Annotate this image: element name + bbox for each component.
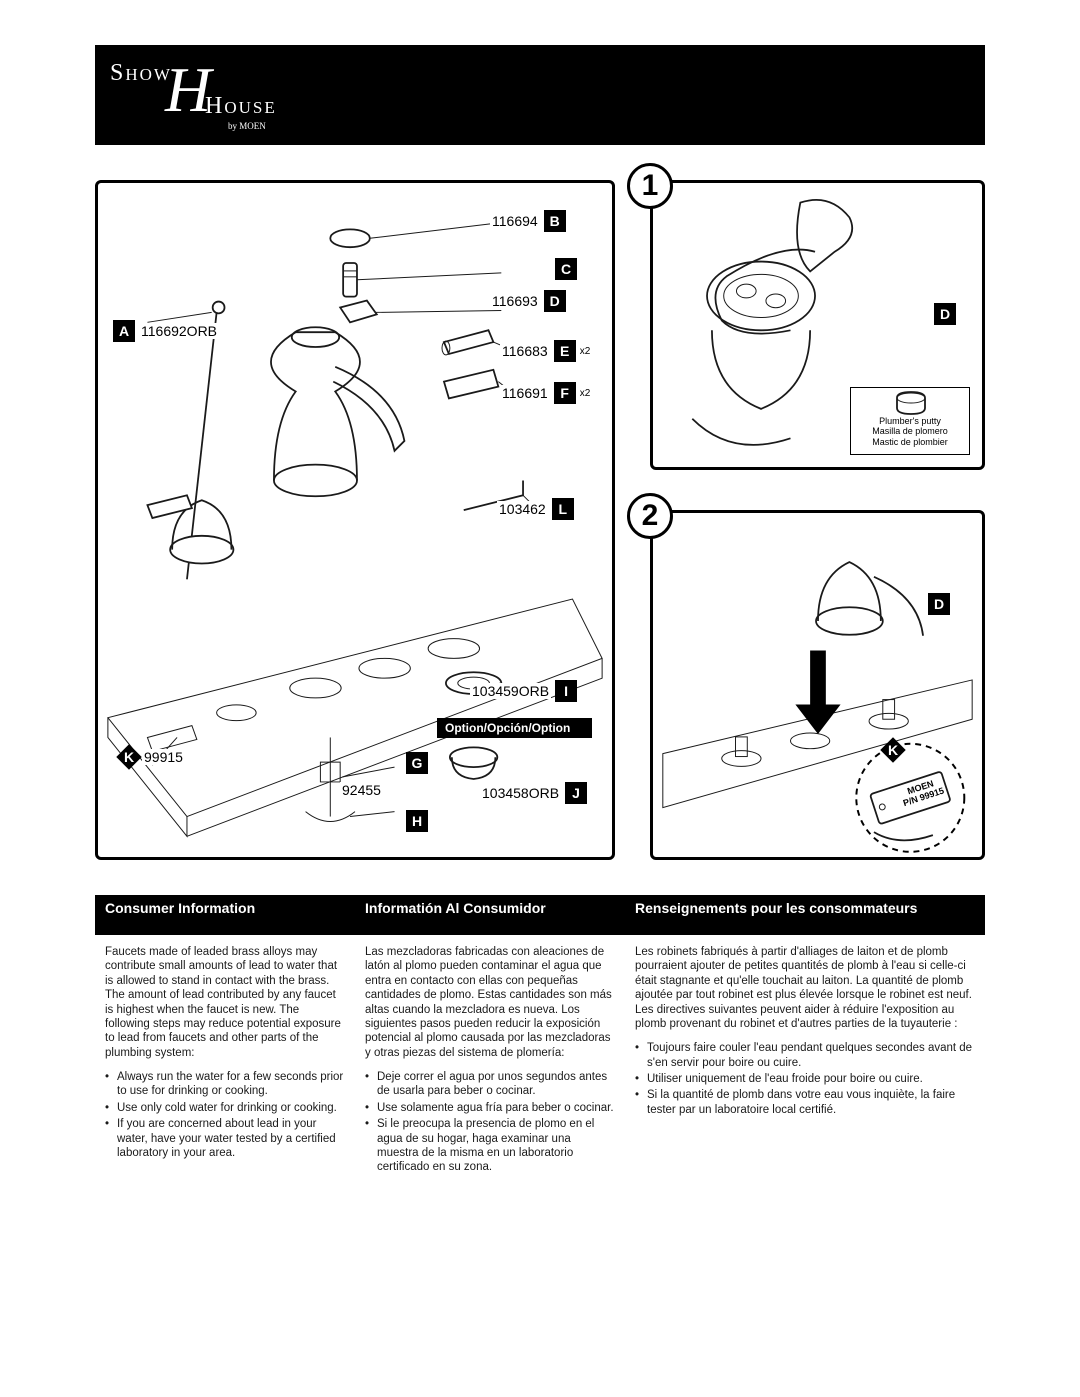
part-G-callout: G bbox=[406, 752, 428, 774]
step2-D-letter: D bbox=[928, 593, 950, 615]
part-A-number: 116692ORB bbox=[139, 323, 219, 339]
step-1-panel: D Plumber's putty Masilla de plomero Mas… bbox=[650, 180, 985, 470]
info-col-en: Faucets made of leaded brass alloys may … bbox=[95, 945, 355, 1177]
brand-header: Show H House by MOEN bbox=[95, 45, 985, 145]
part-92455-number: 92455 bbox=[340, 782, 383, 798]
info-en-b2: Use only cold water for drinking or cook… bbox=[105, 1101, 345, 1115]
part-L-letter: L bbox=[552, 498, 574, 520]
part-C-callout: C bbox=[555, 258, 577, 280]
part-E-letter: E bbox=[554, 340, 576, 362]
putty-es: Masilla de plomero bbox=[859, 426, 961, 437]
info-fr-b3: Si la quantité de plomb dans votre eau v… bbox=[635, 1088, 975, 1117]
consumer-info-header: Consumer Information Informatión Al Cons… bbox=[95, 895, 985, 935]
step2-K-callout: K bbox=[884, 741, 902, 759]
info-en-para: Faucets made of leaded brass alloys may … bbox=[105, 945, 345, 1060]
part-G-letter: G bbox=[406, 752, 428, 774]
putty-en: Plumber's putty bbox=[859, 416, 961, 427]
info-col-fr: Les robinets fabriqués à partir d'alliag… bbox=[625, 945, 985, 1177]
part-A-letter: A bbox=[113, 320, 135, 342]
info-es-b2: Use solamente agua fría para beber o coc… bbox=[365, 1101, 615, 1115]
step-2-badge: 2 bbox=[627, 493, 673, 539]
info-heading-en: Consumer Information bbox=[95, 895, 355, 935]
part-I-number: 103459ORB bbox=[470, 683, 551, 699]
part-H-callout: H bbox=[406, 810, 428, 832]
part-L-callout: 103462 L bbox=[497, 498, 574, 520]
part-F-qty: x2 bbox=[580, 388, 591, 399]
part-E-qty: x2 bbox=[580, 346, 591, 357]
info-en-b3: If you are concerned about lead in your … bbox=[105, 1117, 345, 1160]
info-heading-fr: Renseignements pour les consommateurs bbox=[625, 895, 985, 935]
part-B-number: 116694 bbox=[490, 213, 540, 229]
part-B-callout: 116694 B bbox=[490, 210, 566, 232]
part-92455-callout: 92455 bbox=[340, 782, 383, 798]
part-E-callout: 116683 E x2 bbox=[500, 340, 590, 362]
part-A-callout: A 116692ORB bbox=[113, 320, 219, 342]
step-1-number: 1 bbox=[642, 169, 659, 203]
info-fr-b2: Utiliser uniquement de l'eau froide pour… bbox=[635, 1072, 975, 1086]
part-F-number: 116691 bbox=[500, 385, 550, 401]
info-fr-b1: Toujours faire couler l'eau pendant quel… bbox=[635, 1041, 975, 1070]
part-J-callout: 103458ORB J bbox=[480, 782, 587, 804]
step2-K-letter: K bbox=[880, 737, 905, 762]
option-label-bar: Option/Opción/Option bbox=[437, 718, 592, 738]
part-K-callout: K 99915 bbox=[120, 748, 185, 766]
part-D-number: 116693 bbox=[490, 293, 540, 309]
part-F-callout: 116691 F x2 bbox=[500, 382, 590, 404]
step1-D-callout: D bbox=[934, 303, 956, 325]
info-es-b3: Si le preocupa la presencia de plomo en … bbox=[365, 1117, 615, 1175]
info-es-b1: Deje correr el agua por unos segundos an… bbox=[365, 1070, 615, 1099]
info-es-para: Las mezcladoras fabricadas con aleacione… bbox=[365, 945, 615, 1060]
step-1-badge: 1 bbox=[627, 163, 673, 209]
step-2-number: 2 bbox=[642, 499, 659, 533]
plumbers-putty-note: Plumber's putty Masilla de plomero Masti… bbox=[850, 387, 970, 455]
info-heading-es: Informatión Al Consumidor bbox=[355, 895, 625, 935]
putty-fr: Mastic de plombier bbox=[859, 437, 961, 448]
step2-D-callout: D bbox=[928, 593, 950, 615]
part-I-callout: 103459ORB I bbox=[470, 680, 577, 702]
part-J-letter: J bbox=[565, 782, 587, 804]
step-2-panel: D K MOEN P/N 99915 bbox=[650, 510, 985, 860]
logo-house: House bbox=[205, 93, 277, 120]
part-K-letter: K bbox=[116, 744, 141, 769]
consumer-info-body: Faucets made of leaded brass alloys may … bbox=[95, 945, 985, 1177]
step1-D-letter: D bbox=[934, 303, 956, 325]
logo-byline: by MOEN bbox=[228, 121, 266, 131]
part-K-number: 99915 bbox=[142, 749, 185, 765]
part-D-letter: D bbox=[544, 290, 566, 312]
info-col-es: Las mezcladoras fabricadas con aleacione… bbox=[355, 945, 625, 1177]
part-L-number: 103462 bbox=[497, 501, 548, 517]
part-C-letter: C bbox=[555, 258, 577, 280]
part-I-letter: I bbox=[555, 680, 577, 702]
part-J-number: 103458ORB bbox=[480, 785, 561, 801]
showhouse-logo: Show H House by MOEN bbox=[110, 55, 330, 135]
part-F-letter: F bbox=[554, 382, 576, 404]
info-fr-para: Les robinets fabriqués à partir d'alliag… bbox=[635, 945, 975, 1031]
part-D-callout: 116693 D bbox=[490, 290, 566, 312]
logo-show: Show bbox=[110, 60, 172, 87]
info-en-b1: Always run the water for a few seconds p… bbox=[105, 1070, 345, 1099]
part-B-letter: B bbox=[544, 210, 566, 232]
part-E-number: 116683 bbox=[500, 343, 550, 359]
part-H-letter: H bbox=[406, 810, 428, 832]
